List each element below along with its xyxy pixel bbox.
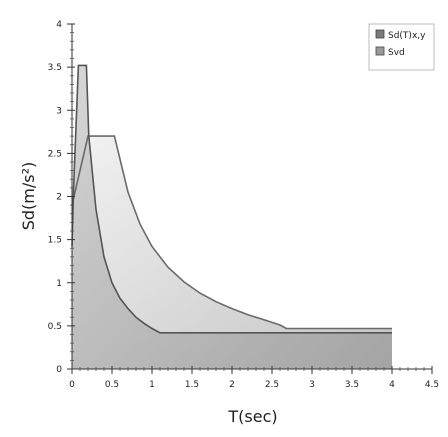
y-tick-label: 2 bbox=[56, 193, 62, 203]
y-tick-label: 4 bbox=[56, 20, 62, 30]
x-tick-label: 4.5 bbox=[425, 380, 439, 390]
y-tick-label: 3.5 bbox=[48, 63, 62, 73]
legend-label: Sd(T)x,y bbox=[388, 31, 426, 41]
legend-swatch bbox=[375, 46, 385, 56]
y-tick-label: 3 bbox=[56, 106, 62, 116]
y-tick-label: 1.5 bbox=[48, 236, 62, 246]
x-axis-title: T(sec) bbox=[227, 407, 277, 426]
y-tick-label: 1 bbox=[56, 279, 62, 289]
x-tick-label: 3 bbox=[309, 380, 315, 390]
x-tick-label: 1.5 bbox=[185, 380, 199, 390]
axes: 0 0.5 1 1.5 2 2.5 3 3.5 4 0 0.5 1 1.5 2 2.5 3 3.5 4 4.5 T(s… bbox=[19, 20, 439, 426]
y-axis-title: Sd(m/s²) bbox=[19, 162, 38, 231]
x-tick-label: 0.5 bbox=[105, 380, 119, 390]
y-tick-label: 0.5 bbox=[48, 322, 62, 332]
y-tick-label: 0 bbox=[56, 365, 62, 375]
x-tick-label: 3.5 bbox=[345, 380, 359, 390]
legend-swatch bbox=[375, 29, 385, 39]
sd-area bbox=[72, 65, 392, 370]
legend: Sd(T)x,y Svd bbox=[368, 23, 435, 71]
svd-line bbox=[71, 135, 392, 330]
x-tick-label: 2 bbox=[229, 380, 235, 390]
legend-label: Svd bbox=[388, 48, 405, 58]
x-tick-label: 4 bbox=[389, 380, 395, 390]
x-tick-label: 1 bbox=[149, 380, 155, 390]
y-tick-label: 2.5 bbox=[48, 149, 62, 159]
svd-area bbox=[72, 136, 392, 369]
plot-area bbox=[71, 64, 392, 370]
x-tick-label: 0 bbox=[69, 380, 75, 390]
x-tick-label: 2.5 bbox=[265, 380, 279, 390]
sd-line bbox=[71, 64, 392, 334]
